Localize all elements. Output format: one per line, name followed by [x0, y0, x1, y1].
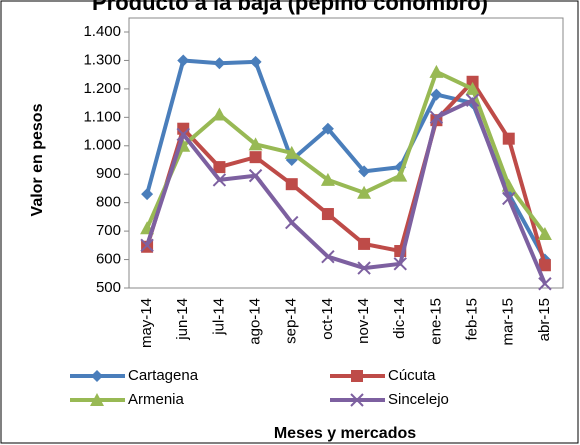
point	[393, 257, 407, 271]
point	[320, 172, 335, 186]
legend-label: Cúcuta	[388, 367, 436, 384]
x-axis-label: Meses y mercados	[274, 425, 416, 442]
y-axis-label: Valor en pesos	[29, 103, 46, 216]
point	[538, 259, 551, 272]
x-tick-label: sep-14	[283, 298, 300, 344]
point	[321, 122, 334, 135]
point	[248, 137, 263, 151]
point	[91, 370, 103, 382]
point	[351, 370, 363, 382]
point	[466, 75, 479, 88]
point	[140, 238, 154, 253]
y-tick-label: 1.000	[83, 137, 121, 154]
point	[357, 185, 372, 199]
point	[393, 168, 408, 182]
y-tick-label: 500	[96, 279, 121, 296]
x-tick-label: jun-14	[174, 298, 191, 341]
x-tick-label: ago-14	[247, 298, 264, 345]
point	[213, 161, 226, 174]
point	[141, 240, 154, 253]
chart-title: Producto a la baja (pepino cohombro)	[92, 0, 488, 15]
point	[321, 250, 335, 264]
x-tick-label: jul-14	[210, 298, 227, 336]
point	[213, 57, 226, 70]
point	[465, 81, 480, 95]
point	[358, 237, 371, 250]
point	[141, 188, 154, 201]
x-tick-label: may-14	[138, 298, 155, 348]
y-tick-label: 1.400	[83, 23, 121, 40]
point	[212, 107, 227, 121]
point	[350, 393, 364, 407]
point	[249, 151, 262, 164]
y-tick-label: 600	[96, 251, 121, 268]
point	[248, 168, 263, 183]
point	[176, 127, 190, 142]
x-tick-label: ene-15	[427, 298, 444, 345]
point	[430, 88, 443, 101]
series-line	[145, 98, 547, 285]
point	[249, 55, 262, 68]
point	[285, 215, 299, 230]
point	[358, 165, 371, 178]
point	[90, 393, 104, 406]
point	[537, 226, 552, 240]
point	[212, 173, 227, 187]
series-line	[145, 79, 547, 266]
point	[502, 191, 516, 206]
x-tick-label: abr-15	[536, 298, 553, 341]
point	[429, 110, 444, 125]
y-tick-label: 1.100	[83, 108, 121, 125]
x-tick-label: dic-14	[391, 298, 408, 339]
point	[429, 64, 444, 78]
legend-label: Cartagena	[128, 367, 199, 384]
point	[465, 93, 480, 107]
plot-frame	[128, 17, 564, 289]
point	[538, 277, 552, 291]
point	[502, 132, 515, 145]
x-tick-label: feb-15	[464, 298, 481, 341]
point	[177, 54, 190, 67]
point	[285, 178, 298, 191]
point	[284, 145, 299, 159]
point	[357, 261, 371, 275]
x-tick-label: mar-15	[500, 298, 517, 346]
y-tick-label: 700	[96, 222, 121, 239]
x-tick-label: oct-14	[319, 298, 336, 340]
y-tick-label: 1.200	[83, 80, 121, 97]
y-tick-label: 900	[96, 165, 121, 182]
legend-label: Armenia	[128, 391, 185, 408]
point	[321, 208, 334, 221]
x-tick-label: nov-14	[355, 298, 372, 344]
y-tick-label: 800	[96, 194, 121, 211]
legend-label: Sincelejo	[388, 391, 449, 408]
y-tick-label: 1.300	[83, 51, 121, 68]
